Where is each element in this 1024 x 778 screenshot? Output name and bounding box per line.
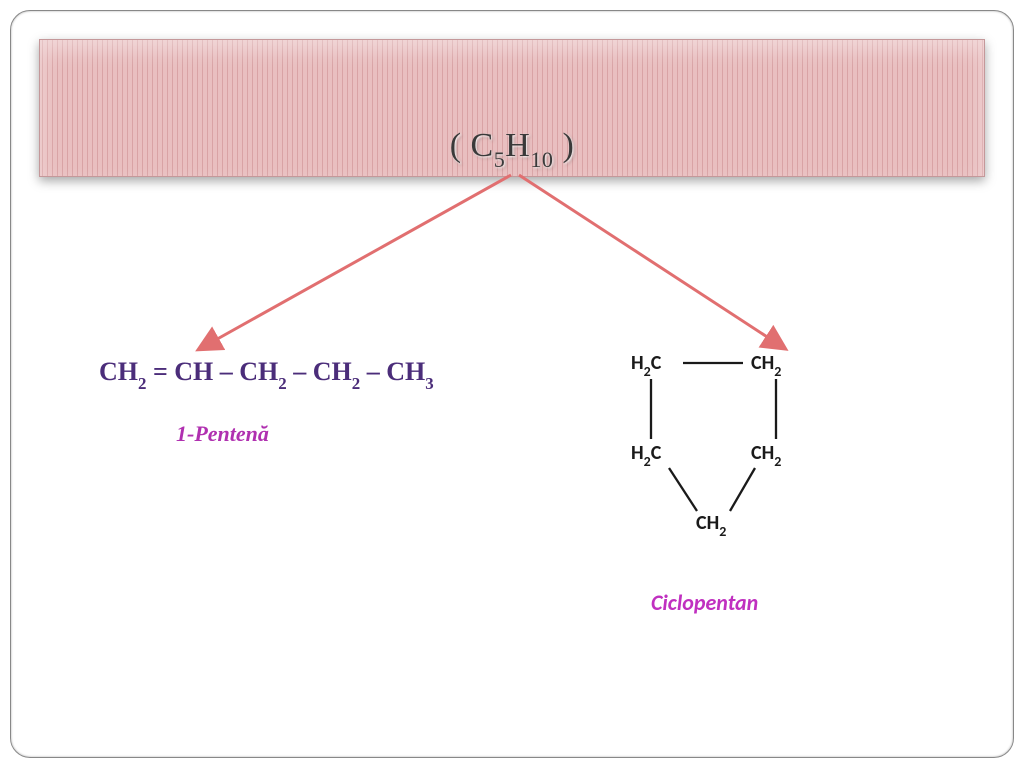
cyclopentane-atom-bottom: CH2	[696, 511, 726, 538]
pentene-name-label: 1-Pentenă	[176, 421, 269, 447]
pentene-structural-formula: CH2 = CH – CH2 – CH2 – CH3	[99, 357, 434, 391]
cyclopentane-name-label: Ciclopentan	[651, 589, 758, 616]
arrow-right	[519, 175, 781, 346]
paren-close: )	[553, 127, 574, 164]
cyclopentane-structure: H2C CH2 H2C CH2 CH2	[601, 351, 861, 571]
hydrogen-count: 10	[530, 147, 553, 172]
cyclopentane-atom-mid_left: H2C	[631, 441, 661, 468]
arrow-left	[203, 175, 511, 347]
carbon-symbol: C	[471, 127, 494, 164]
hydrogen-symbol: H	[505, 127, 530, 164]
cyclopentane-atom-top_right: CH2	[751, 351, 781, 378]
molecular-formula-title: ( C5H10 )	[450, 127, 575, 170]
slide-frame: ( C5H10 ) CH2 = CH – CH2 – CH2 – CH3 1-P…	[10, 10, 1014, 758]
paren-open: (	[450, 127, 471, 164]
cyclopentane-atom-top_left: H2C	[631, 351, 661, 378]
header-box: ( C5H10 )	[39, 39, 985, 177]
cyclopentane-atom-mid_right: CH2	[751, 441, 781, 468]
carbon-count: 5	[494, 147, 506, 172]
